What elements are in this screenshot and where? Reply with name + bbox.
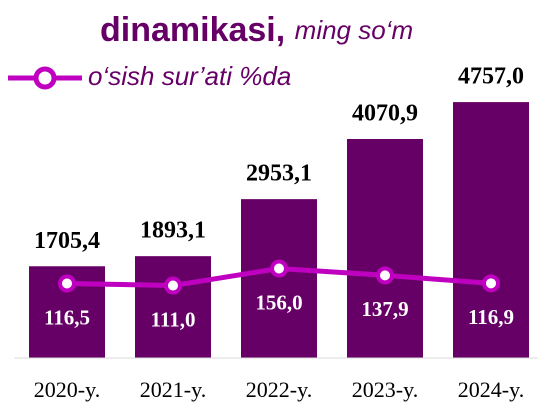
legend-marker [33,66,57,90]
line-value-label: 111,0 [151,307,196,331]
bar-value-label: 2953,1 [246,161,312,187]
x-tick-label: 2021-y. [140,377,206,402]
legend-label: o‘sish sur’ati %da [88,61,291,91]
title-part: dinamikasi, [100,11,285,49]
line-value-label: 116,9 [468,305,514,329]
line-value-label: 156,0 [255,290,302,314]
x-tick-label: 2020-y. [34,377,100,402]
line-value-label: 116,5 [44,305,90,329]
line-marker [164,276,182,295]
title-part: ming so‘m [295,15,413,45]
bar-value-label: 4757,0 [458,64,524,90]
line-marker [482,274,500,293]
line-marker [58,274,76,293]
bar [241,199,317,358]
line-value-label: 137,9 [361,297,408,321]
bar [453,102,529,358]
line-marker [270,259,288,278]
bar-value-label: 1705,4 [34,228,100,254]
x-tick-label: 2022-y. [246,377,312,402]
bar [347,139,423,358]
x-tick-label: 2024-y. [458,377,524,402]
line-marker [376,266,394,285]
x-tick-label: 2023-y. [352,377,418,402]
chart-title: dinamikasi, ming so‘m [100,11,413,49]
bar [135,256,211,358]
bar-value-label: 4070,9 [352,101,418,127]
bar-value-label: 1893,1 [140,218,206,244]
